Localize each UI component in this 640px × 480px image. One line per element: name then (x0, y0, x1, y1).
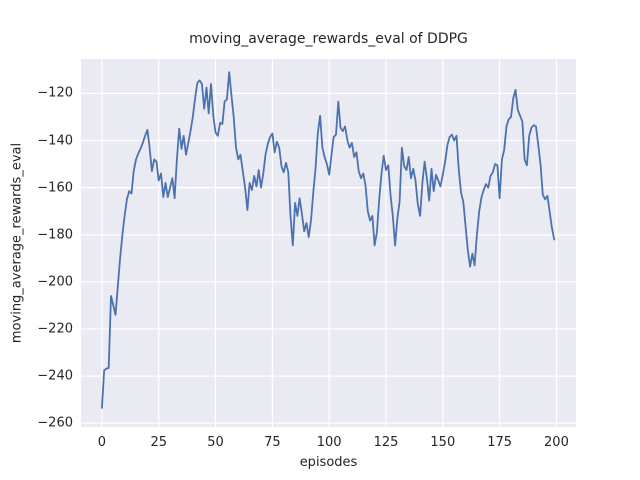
x-tick-label: 200 (544, 435, 569, 450)
y-tick-label: −260 (37, 415, 73, 431)
x-tick-label: 75 (264, 435, 281, 450)
x-tick-label: 100 (316, 435, 342, 450)
plot-area (81, 59, 576, 427)
x-tick-label: 150 (430, 435, 456, 450)
y-tick-label: −160 (37, 180, 73, 196)
y-tick-label: −140 (37, 133, 73, 149)
x-tick-label: 125 (373, 435, 399, 450)
y-tick-label: −200 (37, 274, 73, 290)
x-tick-label: 175 (487, 435, 513, 450)
y-tick-label: −220 (37, 321, 73, 337)
chart-title: moving_average_rewards_eval of DDPG (189, 31, 468, 47)
y-tick-label: −120 (37, 85, 73, 101)
x-axis-label: episodes (299, 455, 358, 470)
y-tick-label: −180 (37, 227, 73, 243)
gridlines (81, 59, 576, 427)
x-tick-label: 50 (207, 435, 224, 450)
x-tick-label: 25 (150, 435, 167, 450)
y-tick-label: −240 (37, 368, 73, 384)
series-line (100, 71, 556, 409)
y-axis-label: moving_average_rewards_eval (9, 142, 25, 344)
x-tick-label: 0 (97, 435, 107, 450)
line-chart-svg (81, 59, 576, 427)
